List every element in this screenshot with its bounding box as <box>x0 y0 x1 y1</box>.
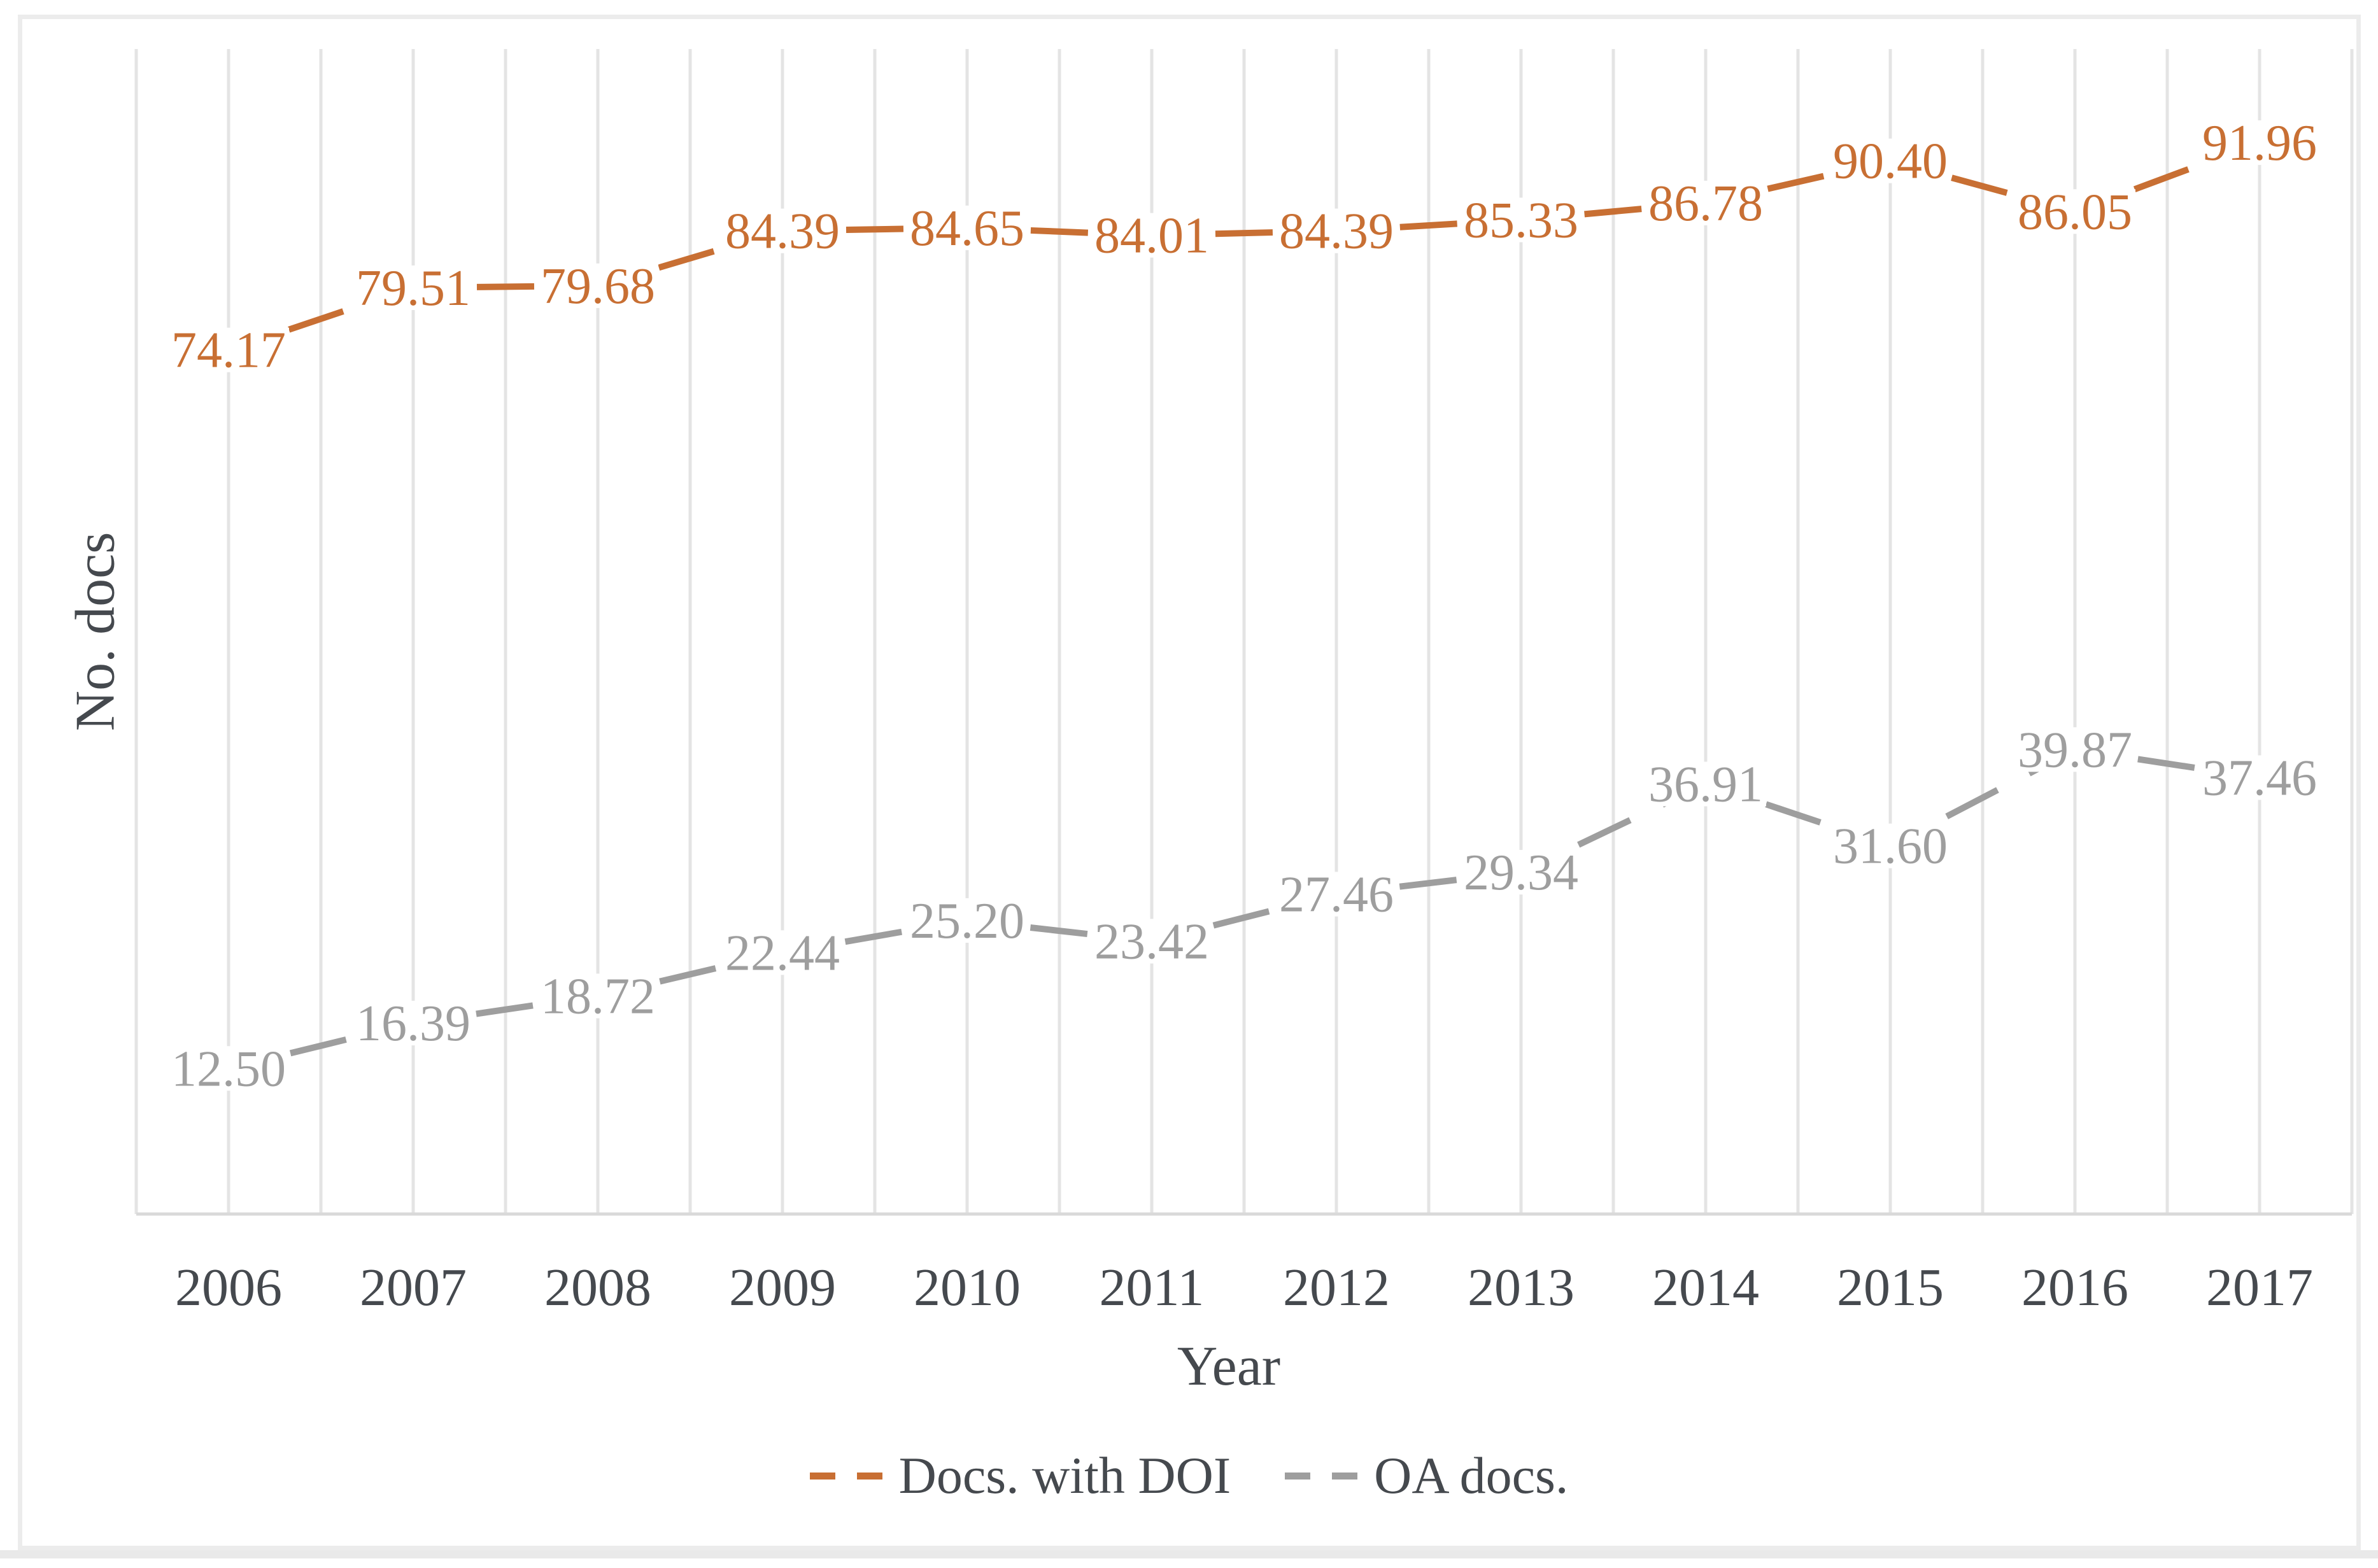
data-label-mask <box>907 205 1028 250</box>
data-label-mask <box>1645 761 1766 807</box>
legend-dash-marker <box>1285 1472 1358 1480</box>
data-label: 84.39 <box>725 204 840 260</box>
data-label: 84.39 <box>1279 204 1394 260</box>
figure-border <box>18 15 2361 1550</box>
series-line-segment <box>1336 216 1522 234</box>
data-label-mask <box>1276 208 1397 253</box>
data-label: 86.05 <box>2018 184 2132 240</box>
data-label-mask <box>1461 197 1582 243</box>
data-label: 29.34 <box>1464 845 1578 901</box>
x-axis-title: Year <box>1177 1336 1280 1397</box>
x-tick-label: 2012 <box>1283 1258 1390 1317</box>
data-label: 16.39 <box>356 996 471 1052</box>
series-line-segment <box>413 282 598 291</box>
data-label-mask <box>168 1046 289 1091</box>
legend-label: OA docs. <box>1374 1446 1569 1504</box>
data-label: 23.42 <box>1094 914 1209 970</box>
data-label-mask <box>722 208 843 253</box>
data-label-mask <box>353 1001 474 1046</box>
data-label: 25.20 <box>910 893 1024 949</box>
data-label-mask <box>537 973 658 1019</box>
data-label-mask <box>722 930 843 975</box>
data-label: 39.87 <box>2018 722 2132 778</box>
data-label: 79.51 <box>356 260 471 316</box>
y-axis-title: No. docs <box>65 532 127 731</box>
data-label-mask <box>1276 872 1397 917</box>
x-tick-label: 2015 <box>1837 1258 1944 1317</box>
series-line-segment <box>966 224 1152 239</box>
data-label: 84.01 <box>1094 208 1209 264</box>
data-label: 86.78 <box>1648 176 1763 232</box>
data-label: 37.46 <box>2202 750 2317 806</box>
legend-dash-marker <box>809 1472 882 1480</box>
x-tick-label: 2016 <box>2021 1258 2128 1317</box>
legend-dash <box>856 1472 882 1480</box>
data-label: 12.50 <box>171 1041 286 1097</box>
data-label: 91.96 <box>2202 115 2317 171</box>
data-label-mask <box>353 265 474 310</box>
data-label-mask <box>168 327 289 372</box>
data-label: 85.33 <box>1464 192 1578 248</box>
data-label: 27.46 <box>1279 866 1394 922</box>
bottom-divider <box>0 1550 2378 1558</box>
series-line-segment <box>1336 869 1522 898</box>
x-tick-label: 2009 <box>729 1258 836 1317</box>
data-label: 84.65 <box>910 201 1024 257</box>
data-label: 90.40 <box>1833 134 1948 190</box>
data-label: 31.60 <box>1833 819 1948 875</box>
series-line-segment <box>413 992 598 1027</box>
legend-dash <box>809 1472 835 1480</box>
data-label-mask <box>1830 823 1951 868</box>
x-tick-label: 2013 <box>1468 1258 1575 1317</box>
legend-dash <box>1285 1472 1311 1480</box>
x-tick-label: 2014 <box>1652 1258 1759 1317</box>
data-label: 74.17 <box>171 323 286 379</box>
data-label: 79.68 <box>541 258 655 314</box>
x-tick-label: 2006 <box>175 1258 282 1317</box>
data-label-mask <box>1091 919 1212 964</box>
legend-item: OA docs. <box>1285 1446 1568 1506</box>
series-line-segment <box>782 917 968 956</box>
series-line-segment <box>1151 227 1337 239</box>
series-line-segment <box>1520 199 1706 223</box>
legend-item: Docs. with DOI <box>809 1446 1231 1506</box>
data-label: 22.44 <box>725 925 840 981</box>
x-tick-label: 2007 <box>360 1258 467 1317</box>
data-label-mask <box>537 263 658 308</box>
data-label-mask <box>1091 213 1212 258</box>
legend-label: Docs. with DOI <box>898 1446 1231 1504</box>
data-label-mask <box>2014 727 2135 772</box>
series-line-segment <box>2074 746 2260 781</box>
data-label-mask <box>2014 189 2135 234</box>
series-line-segment <box>782 224 968 234</box>
x-tick-label: 2011 <box>1100 1258 1205 1317</box>
data-label-mask <box>1645 180 1766 225</box>
x-tick-label: 2010 <box>914 1258 1021 1317</box>
data-label-mask <box>907 898 1028 943</box>
series-line-segment <box>966 917 1152 945</box>
legend-dash <box>1332 1472 1358 1480</box>
data-label-mask <box>1830 138 1951 183</box>
data-label: 18.72 <box>541 968 655 1024</box>
x-tick-label: 2008 <box>544 1258 651 1317</box>
x-tick-label: 2017 <box>2206 1258 2313 1317</box>
data-label-mask <box>2199 755 2320 800</box>
legend: Docs. with DOI OA docs. <box>0 1440 2378 1511</box>
data-label: 36.91 <box>1648 757 1763 813</box>
data-label-mask <box>2199 120 2320 166</box>
data-label-mask <box>1461 850 1582 895</box>
